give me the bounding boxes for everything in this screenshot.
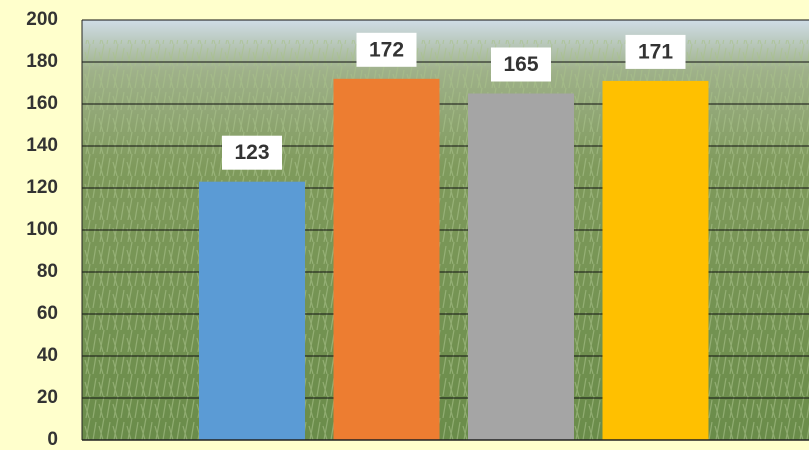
bar — [199, 181, 305, 440]
y-tick-label: 60 — [37, 303, 58, 324]
value-label-box — [356, 32, 417, 67]
value-label-box — [222, 135, 282, 170]
value-label: 123 — [234, 141, 269, 164]
bar — [333, 78, 440, 441]
y-tick-label: 20 — [37, 387, 58, 408]
value-label: 165 — [503, 53, 538, 76]
bar — [602, 80, 709, 441]
y-tick-label: 120 — [26, 177, 58, 198]
y-tick-label: 200 — [26, 9, 58, 30]
value-label: 171 — [638, 40, 673, 63]
y-tick-label: 180 — [26, 51, 58, 72]
y-tick-label: 160 — [26, 93, 58, 114]
bar — [468, 93, 574, 440]
y-tick-label: 80 — [37, 261, 58, 282]
value-label-box — [625, 34, 686, 69]
y-tick-label: 0 — [47, 429, 58, 450]
bars: 123 172 165 171 — [199, 32, 709, 441]
y-tick-label: 40 — [37, 345, 58, 366]
value-label-box — [491, 47, 551, 82]
y-tick-label: 140 — [26, 135, 58, 156]
value-label: 172 — [369, 38, 404, 61]
y-tick-label: 100 — [26, 219, 58, 240]
